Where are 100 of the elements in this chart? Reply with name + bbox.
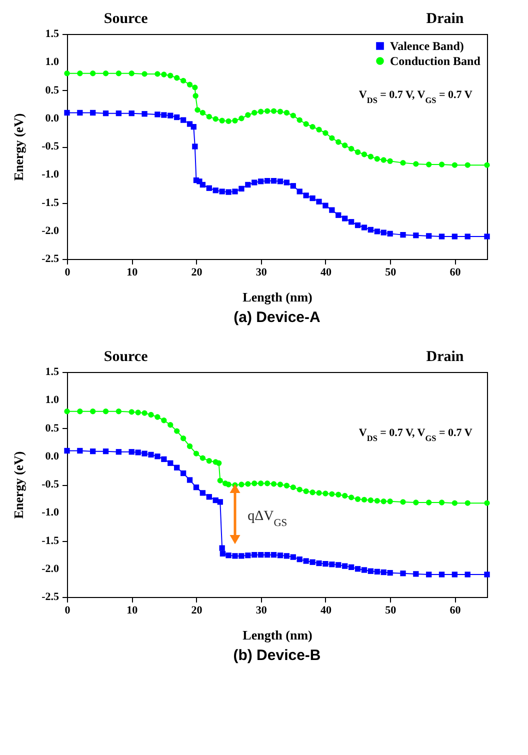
point	[186, 443, 193, 450]
point	[258, 552, 264, 558]
point	[90, 408, 96, 414]
point	[128, 70, 134, 76]
point	[303, 121, 309, 127]
point	[329, 135, 335, 141]
point	[464, 234, 470, 240]
point	[361, 496, 368, 503]
y-tick-label: -0.5	[42, 140, 60, 152]
point	[413, 571, 419, 577]
point	[90, 448, 96, 454]
point	[270, 552, 277, 558]
y-tick-label: -2.5	[42, 253, 60, 265]
x-tick-label: 30	[256, 266, 268, 278]
point	[284, 553, 290, 559]
y-tick-label: -2.5	[42, 591, 60, 603]
point	[316, 126, 322, 132]
point	[232, 188, 238, 194]
point	[348, 219, 354, 225]
point	[296, 556, 302, 562]
point	[303, 192, 309, 198]
point	[452, 500, 458, 506]
point	[102, 448, 109, 454]
point	[148, 412, 154, 418]
point	[277, 108, 284, 114]
x-tick-label: 60	[450, 266, 462, 278]
point	[336, 492, 342, 498]
point	[206, 458, 212, 464]
point	[142, 450, 148, 456]
point	[303, 558, 309, 564]
point	[400, 570, 406, 576]
point	[77, 110, 83, 116]
annotation: V$_{DS}$ = 0.7 V, V$_{GS}$ = 0.7 V	[358, 426, 472, 442]
text: Drain	[426, 11, 464, 27]
point	[226, 189, 232, 195]
point	[452, 162, 458, 168]
point	[322, 130, 328, 136]
point	[438, 162, 445, 168]
point	[142, 111, 148, 117]
point	[128, 110, 134, 116]
point	[413, 161, 419, 167]
point	[387, 498, 393, 504]
point	[154, 414, 160, 420]
point	[192, 93, 198, 99]
point	[200, 182, 206, 188]
point	[217, 478, 223, 484]
y-tick-label: 1.5	[45, 366, 60, 378]
point	[64, 110, 70, 116]
point	[174, 75, 180, 81]
point	[216, 460, 222, 466]
point	[284, 482, 290, 488]
point	[484, 500, 490, 506]
point	[438, 234, 445, 240]
point	[193, 450, 200, 456]
point	[290, 183, 296, 189]
point	[102, 110, 109, 116]
point	[484, 572, 490, 578]
x-tick-label: 40	[320, 266, 332, 278]
point	[380, 498, 386, 504]
point	[264, 552, 270, 558]
point	[161, 456, 167, 462]
text: Drain	[426, 349, 464, 365]
y-tick-label: -1.5	[42, 196, 60, 209]
point	[361, 224, 368, 230]
point	[354, 149, 361, 155]
point	[277, 482, 284, 488]
point	[206, 494, 212, 500]
point	[374, 228, 380, 234]
point	[192, 144, 198, 150]
point	[219, 545, 225, 551]
point	[316, 198, 322, 204]
point	[168, 422, 174, 428]
point	[400, 499, 406, 505]
point	[310, 559, 316, 565]
point	[374, 568, 380, 575]
point	[142, 410, 148, 416]
point	[252, 480, 258, 486]
point	[217, 499, 223, 505]
point	[245, 481, 251, 487]
point	[426, 500, 432, 506]
point	[116, 449, 122, 455]
point	[116, 110, 122, 116]
point	[154, 71, 160, 77]
annotation: qΔV$_{GS}$	[248, 509, 288, 528]
point	[264, 480, 270, 486]
y-axis-title: Energy (eV)	[11, 113, 26, 181]
y-tick-label: 0.0	[45, 112, 60, 124]
point	[64, 70, 70, 76]
point	[161, 418, 167, 424]
point	[322, 560, 328, 567]
point	[310, 195, 316, 202]
point	[277, 178, 284, 184]
point	[238, 482, 244, 488]
point	[206, 185, 212, 191]
point	[200, 490, 206, 496]
point	[64, 408, 70, 414]
point	[77, 448, 83, 454]
point	[226, 118, 232, 124]
point	[232, 553, 238, 559]
point	[368, 497, 374, 504]
